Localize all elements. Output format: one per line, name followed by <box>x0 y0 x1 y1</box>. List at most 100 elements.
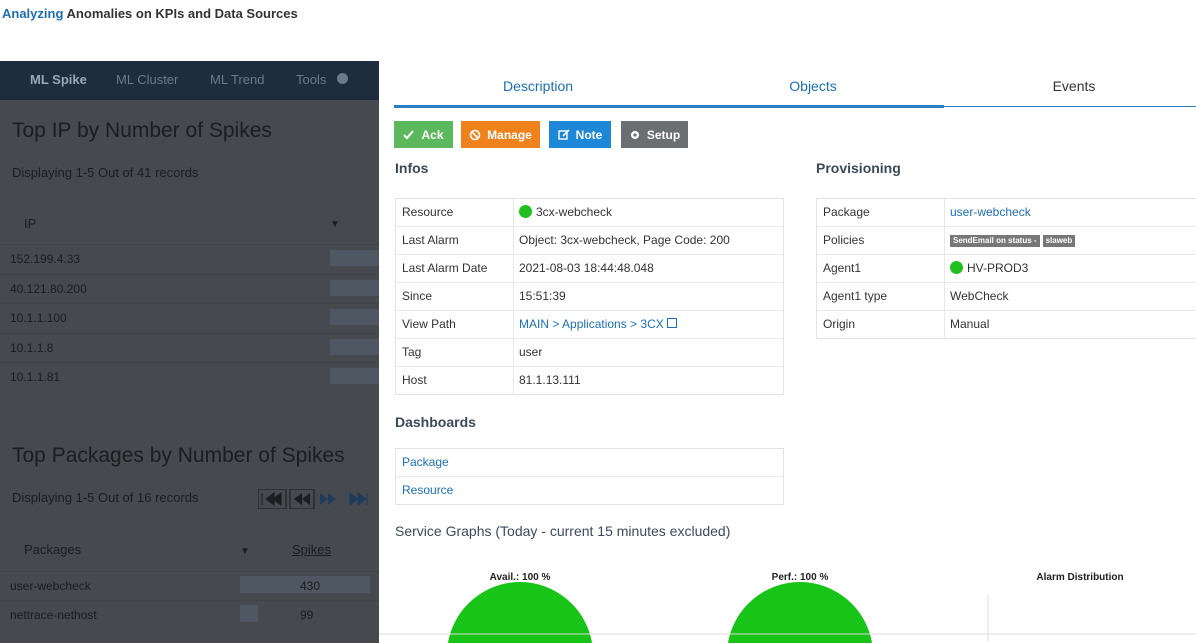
col-divider <box>944 227 945 254</box>
row-line <box>0 571 379 572</box>
field-label: Since <box>402 289 433 303</box>
spike-bar <box>240 605 258 622</box>
value-text: 2021-08-03 18:44:48.048 <box>519 261 654 275</box>
col-divider <box>513 227 514 254</box>
detail-panel: Description Objects Events Ack Manage Note Se… <box>379 61 1196 643</box>
service-graphs-title: Service Graphs (Today - current 15 minut… <box>395 523 731 539</box>
field-label: View Path <box>402 317 456 331</box>
summary: Displaying 1-5 Out of 41 records <box>12 165 199 180</box>
table-row: Package user-webcheck <box>817 199 1196 226</box>
ip: 40.121.80.200 <box>10 281 87 296</box>
field-label: Agent1 type <box>823 289 888 303</box>
action-button[interactable]: Manage <box>461 121 540 148</box>
value-text: 81.1.13.111 <box>519 373 581 387</box>
nav-item[interactable]: Tools <box>296 72 327 87</box>
row-line <box>0 600 379 601</box>
field-value: 15:51:39 <box>519 283 566 310</box>
value-text: 3cx-webcheck <box>536 205 613 219</box>
value-text: WebCheck <box>950 289 1009 303</box>
col-divider <box>513 199 514 226</box>
field-value: Object: 3cx-webcheck, Page Code: 200 <box>519 227 730 254</box>
row-line <box>0 244 379 245</box>
action-button[interactable]: Setup <box>621 121 688 148</box>
field-label: Package <box>823 205 870 219</box>
row-line <box>0 332 379 334</box>
graph-title: Perf.: 100 % <box>771 572 829 583</box>
field-label: Host <box>402 373 427 387</box>
nav-item[interactable]: ML Cluster <box>116 72 179 87</box>
info-table: Package user-webcheck Policies SendEmail on… <box>816 198 1196 339</box>
summary: Displaying 1-5 Out of 16 records <box>12 490 199 505</box>
dashboard-link[interactable]: Resource <box>402 483 454 497</box>
header-title: Anomalies on KPIs and Data Sources <box>66 6 298 21</box>
table-row: Origin Manual <box>817 310 1196 338</box>
field-value: user <box>519 339 542 366</box>
field-label: Agent1 <box>823 261 862 275</box>
section-title: Top Packages by Number of Spikes <box>12 444 345 467</box>
spike-bar <box>330 279 379 296</box>
value-text: Manual <box>950 317 990 331</box>
column-header: IP <box>24 216 37 231</box>
button-icon <box>403 129 415 139</box>
nav-item[interactable]: ML Trend <box>210 72 265 87</box>
field-value: 81.1.13.111 <box>519 367 581 394</box>
table-row: Agent1 type WebCheck <box>817 282 1196 310</box>
info-table: Resource 3cx-webcheck Last Alarm Object: 3c… <box>395 198 784 395</box>
field-value: user-webcheck <box>950 199 1031 226</box>
field-label: Policies <box>823 233 865 247</box>
row-line <box>0 273 379 275</box>
graph-title: Alarm Distribution <box>1036 572 1124 583</box>
spikes: 430 <box>300 579 321 593</box>
section-title: Dashboards <box>395 414 476 430</box>
status-dot <box>950 261 963 274</box>
row-line <box>0 362 379 364</box>
field-label: Last Alarm <box>402 233 459 247</box>
section-title: Infos <box>395 160 429 176</box>
ip: 10.1.1.81 <box>10 370 61 385</box>
field-value: MAIN > Applications > 3CX <box>519 311 677 338</box>
policy-badge: slaweb <box>1042 235 1076 247</box>
field-value: Manual <box>950 311 989 338</box>
button-label: Setup <box>646 127 681 142</box>
ip: 10.1.1.100 <box>10 311 67 326</box>
field-label: Last Alarm Date <box>402 261 488 275</box>
page-header: Analyzing Anomalies on KPIs and Data Sou… <box>2 6 298 21</box>
status-dot <box>519 205 532 218</box>
tab[interactable]: Objects <box>789 78 837 94</box>
spike-bar <box>330 309 379 326</box>
graph-title: Avail.: 100 % <box>489 572 551 583</box>
button-label: Note <box>575 127 603 142</box>
tab[interactable]: Events <box>1052 78 1096 94</box>
external-link-icon <box>666 318 677 328</box>
table-row: Resource 3cx-webcheck <box>396 199 783 226</box>
spike-bar <box>330 250 379 266</box>
service-graphs <box>379 582 1196 643</box>
spike-bar <box>240 576 370 593</box>
col-divider <box>944 255 945 282</box>
value-text[interactable]: user-webcheck <box>950 205 1031 219</box>
tab[interactable]: Description <box>502 78 574 94</box>
row-line <box>0 303 379 305</box>
table-row: Since 15:51:39 <box>396 282 783 310</box>
value-text: Object: 3cx-webcheck, Page Code: 200 <box>519 233 730 247</box>
field-value: SendEmail on status - slaweb <box>950 227 1078 254</box>
value-text[interactable]: MAIN > Applications > 3CX <box>519 317 664 331</box>
button-label: Manage <box>487 127 532 142</box>
col-divider <box>513 255 514 282</box>
col-divider <box>513 367 514 394</box>
nav-item[interactable]: ML Spike <box>30 72 87 87</box>
table-row: Package <box>396 449 783 476</box>
col-divider <box>944 283 945 310</box>
value-text: user <box>519 345 543 359</box>
nav-bar: ML Spike ML Cluster ML Trend Tools <box>0 61 379 100</box>
sort-icon: ▼ <box>240 546 250 557</box>
section-title: Top IP by Number of Spikes <box>12 119 272 142</box>
column-header: Packages <box>24 542 82 557</box>
col-divider <box>944 311 945 338</box>
action-button[interactable]: Note <box>549 121 611 148</box>
dashboard-link[interactable]: Package <box>402 455 449 469</box>
col-divider <box>513 283 514 310</box>
action-button[interactable]: Ack <box>394 121 453 148</box>
header-highlight: Analyzing <box>2 6 64 21</box>
field-label: Resource <box>402 205 454 219</box>
